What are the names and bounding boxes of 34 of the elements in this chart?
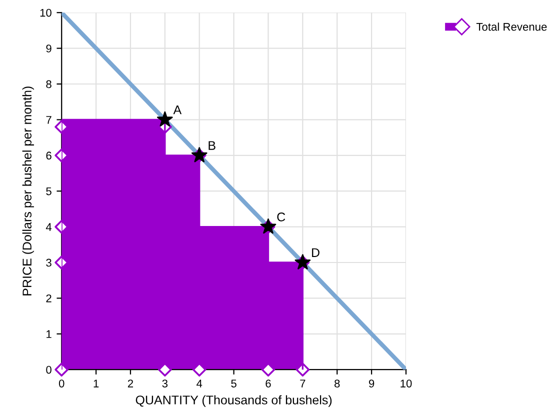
y-tick-label: 4: [46, 223, 52, 231]
y-tick-label: 8: [46, 80, 52, 88]
y-tick-label: 7: [46, 116, 52, 124]
point: [192, 362, 206, 377]
x-tick-label: 4: [196, 380, 202, 388]
annotation: B: [208, 141, 216, 150]
x-tick-label: 1: [94, 380, 99, 388]
x-axis-title: QUANTITY (Thousands of bushels): [136, 395, 332, 407]
y-tick-label: 6: [46, 152, 52, 160]
y-tick-label: 5: [46, 187, 52, 196]
y-tick-label: 10: [40, 8, 52, 17]
y-tick-label: 2: [46, 294, 52, 302]
annotation: A: [173, 106, 182, 114]
x-tick-label: 10: [400, 380, 412, 388]
annotation: C: [277, 212, 286, 222]
y-tick-label: 3: [46, 258, 52, 267]
x-tick-label: 3: [162, 380, 168, 388]
x-tick-label: 5: [231, 380, 236, 388]
point: [261, 362, 276, 377]
x-tick-label: 8: [334, 380, 340, 388]
x-tick-label: 0: [58, 380, 64, 388]
annotation: D: [312, 248, 320, 257]
point: [54, 362, 69, 377]
y-tick-label: 1: [46, 330, 52, 338]
x-tick-label: 2: [128, 380, 134, 388]
x-tick-label: 9: [368, 380, 374, 388]
point: [158, 362, 172, 377]
y-tick-label: 9: [46, 44, 52, 52]
y-tick-label: 0: [46, 366, 52, 374]
x-tick-label: 6: [266, 380, 271, 388]
legend-label: Total Revenue: [476, 22, 547, 31]
point: [156, 111, 173, 127]
x-tick-label: 7: [300, 380, 306, 388]
y-axis-title: PRICE (Dollars per bushel per month): [22, 86, 34, 296]
